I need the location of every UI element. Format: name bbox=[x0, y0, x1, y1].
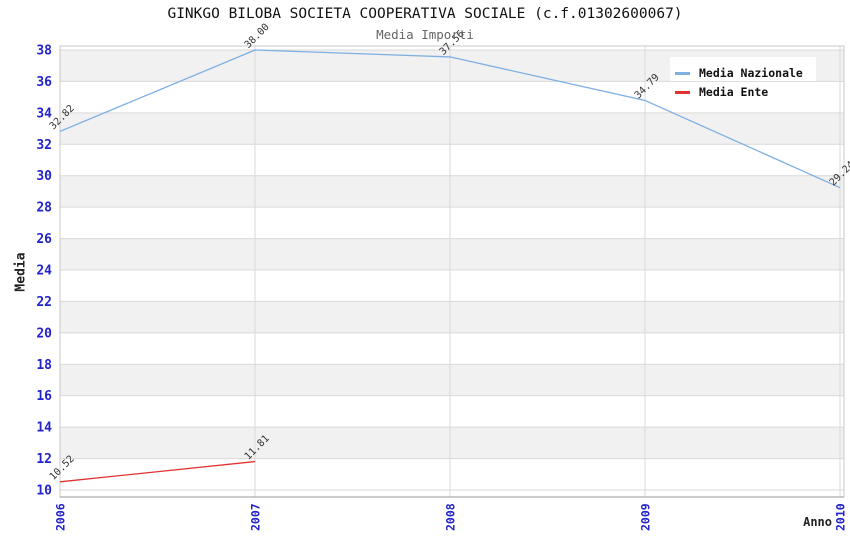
chart-title: GINKGO BILOBA SOCIETA COOPERATIVA SOCIAL… bbox=[167, 6, 683, 22]
legend-item-media-nazionale: Media Nazionale bbox=[670, 65, 803, 81]
y-tick-label: 16 bbox=[36, 389, 52, 404]
y-tick-label: 24 bbox=[36, 264, 52, 279]
x-tick-label: 2009 bbox=[639, 503, 653, 531]
y-tick-label: 18 bbox=[36, 358, 52, 373]
y-tick-label: 20 bbox=[36, 326, 52, 341]
y-tick-label: 22 bbox=[36, 295, 52, 310]
y-tick-label: 32 bbox=[36, 138, 52, 153]
plot-band bbox=[60, 364, 844, 396]
plot-band bbox=[60, 112, 844, 145]
x-axis-title: Anno bbox=[803, 515, 832, 529]
x-tick-label: 2008 bbox=[444, 503, 458, 531]
legend-line-swatch bbox=[675, 90, 690, 94]
y-tick-label: 12 bbox=[36, 452, 52, 467]
y-axis-title: Media bbox=[13, 252, 29, 292]
y-tick-label: 14 bbox=[36, 421, 52, 436]
series-line-media-ente bbox=[59, 460, 256, 483]
y-tick-label: 34 bbox=[36, 106, 52, 121]
data-label: 29.24 bbox=[828, 159, 850, 188]
y-tick-label: 10 bbox=[36, 484, 52, 499]
legend-background bbox=[670, 57, 816, 81]
x-tick-label: 2010 bbox=[834, 503, 848, 531]
plot-band bbox=[60, 175, 844, 208]
y-tick-label: 38 bbox=[36, 44, 52, 59]
legend-label: Media Nazionale bbox=[699, 66, 803, 80]
chart-subtitle: Media Importi bbox=[376, 27, 474, 42]
series-line-media-nazionale bbox=[59, 49, 841, 189]
plot-band bbox=[60, 427, 844, 459]
plot-band bbox=[60, 301, 844, 333]
legend-item-media-ente: Media Ente bbox=[670, 84, 768, 100]
x-tick-label: 2006 bbox=[54, 503, 68, 531]
y-tick-label: 28 bbox=[36, 201, 52, 216]
legend-line-swatch bbox=[675, 71, 690, 75]
x-tick-label: 2007 bbox=[249, 503, 263, 531]
y-tick-label: 30 bbox=[36, 169, 52, 184]
y-tick-label: 26 bbox=[36, 232, 52, 247]
plot-band bbox=[60, 238, 844, 270]
legend-label: Media Ente bbox=[699, 85, 769, 99]
y-tick-label: 36 bbox=[36, 75, 52, 90]
